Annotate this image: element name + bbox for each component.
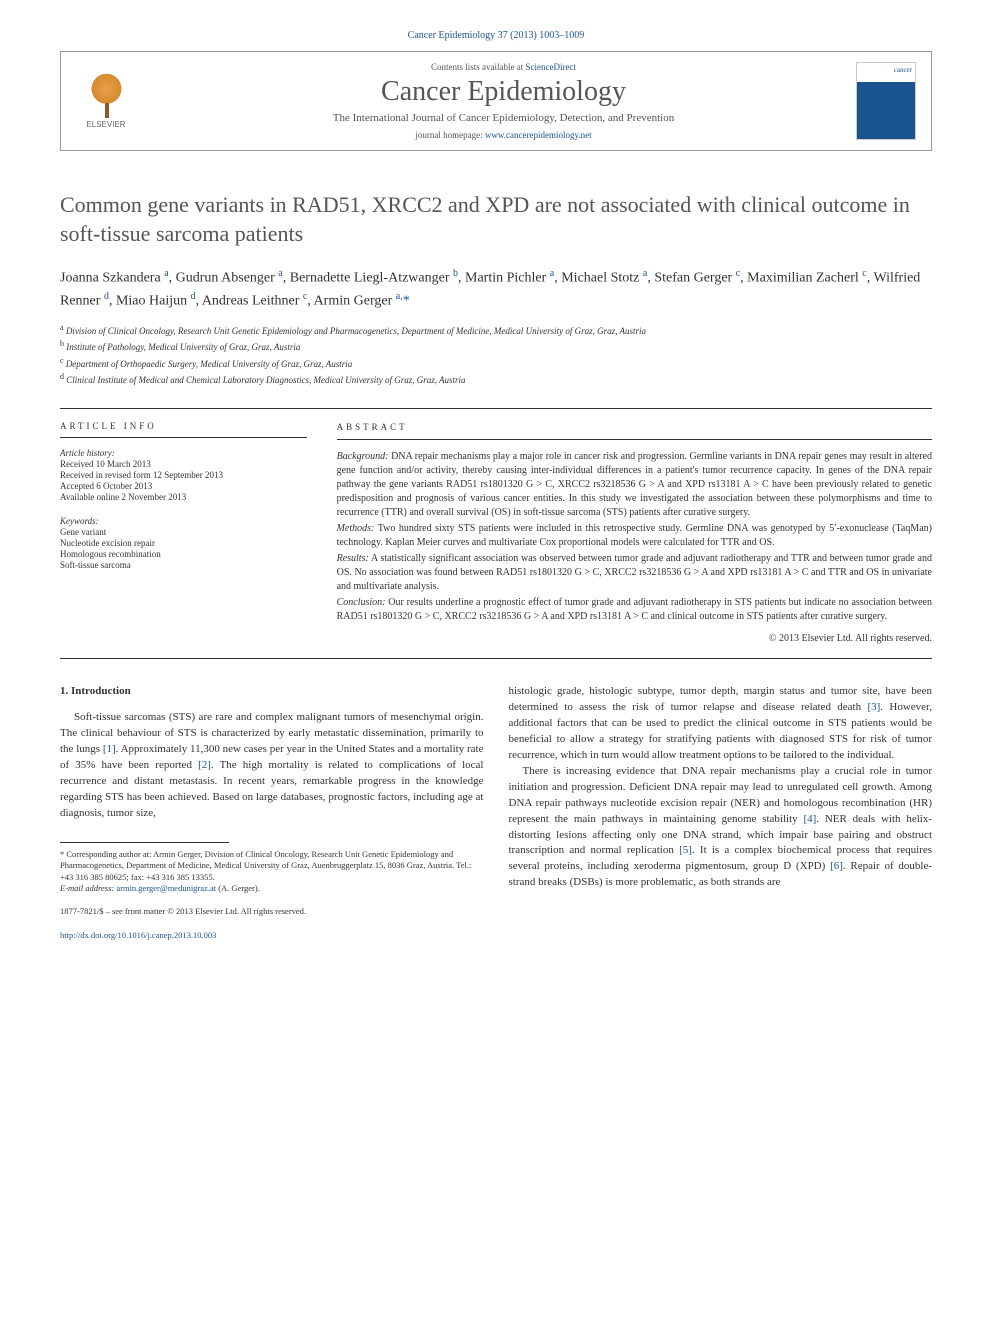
doi-link[interactable]: http://dx.doi.org/10.1016/j.canep.2013.1… xyxy=(60,930,216,940)
keyword-line: Gene variant xyxy=(60,527,307,537)
history-line: Accepted 6 October 2013 xyxy=(60,481,307,491)
header-citation: Cancer Epidemiology 37 (2013) 1003–1009 xyxy=(60,30,932,41)
email-link[interactable]: armin.gerger@medunigraz.at xyxy=(116,883,216,893)
history-line: Available online 2 November 2013 xyxy=(60,492,307,502)
methods-label: Methods: xyxy=(337,523,375,534)
contents-line: Contents lists available at ScienceDirec… xyxy=(151,62,856,72)
abstract-column: ABSTRACT Background: DNA repair mechanis… xyxy=(322,409,932,659)
doi-line: http://dx.doi.org/10.1016/j.canep.2013.1… xyxy=(60,930,484,941)
homepage-prefix: journal homepage: xyxy=(415,130,484,140)
author-list: Joanna Szkandera a, Gudrun Absenger a, B… xyxy=(60,266,932,311)
article-history-label: Article history: xyxy=(60,448,307,458)
intro-paragraph-1-cont: histologic grade, histologic subtype, tu… xyxy=(509,684,933,764)
abstract-results: Results: A statistically significant ass… xyxy=(337,552,932,594)
intro-paragraph-2: There is increasing evidence that DNA re… xyxy=(509,764,933,892)
affiliation-line: b Institute of Pathology, Medical Univer… xyxy=(60,338,932,355)
history-line: Received in revised form 12 September 20… xyxy=(60,470,307,480)
section-1-heading: 1. Introduction xyxy=(60,684,484,700)
elsevier-logo: ELSEVIER xyxy=(76,71,136,131)
contents-prefix: Contents lists available at xyxy=(431,62,525,72)
email-suffix: (A. Gerger). xyxy=(216,883,260,893)
article-title: Common gene variants in RAD51, XRCC2 and… xyxy=(60,191,932,248)
keywords-label: Keywords: xyxy=(60,516,307,526)
email-footnote: E-mail address: armin.gerger@medunigraz.… xyxy=(60,883,484,894)
methods-text: Two hundred sixty STS patients were incl… xyxy=(337,523,932,548)
affiliation-line: d Clinical Institute of Medical and Chem… xyxy=(60,371,932,388)
sciencedirect-link[interactable]: ScienceDirect xyxy=(526,62,576,72)
intro-paragraph-1: Soft-tissue sarcomas (STS) are rare and … xyxy=(60,710,484,822)
journal-center: Contents lists available at ScienceDirec… xyxy=(151,62,856,140)
keyword-line: Soft-tissue sarcoma xyxy=(60,560,307,570)
info-abstract-row: ARTICLE INFO Article history: Received 1… xyxy=(60,408,932,660)
footnote-separator xyxy=(60,842,229,843)
keyword-line: Nucleotide excision repair xyxy=(60,538,307,548)
abstract-copyright: © 2013 Elsevier Ltd. All rights reserved… xyxy=(337,632,932,646)
ref-link-3[interactable]: [3] xyxy=(867,701,880,713)
body-columns: 1. Introduction Soft-tissue sarcomas (ST… xyxy=(60,684,932,941)
abstract-background: Background: DNA repair mechanisms play a… xyxy=(337,450,932,520)
ref-link-1[interactable]: [1] xyxy=(103,743,116,755)
ref-link-2[interactable]: [2] xyxy=(198,759,211,771)
journal-name: Cancer Epidemiology xyxy=(151,76,856,108)
article-info-column: ARTICLE INFO Article history: Received 1… xyxy=(60,409,322,659)
article-info-heading: ARTICLE INFO xyxy=(60,421,307,438)
journal-header-box: ELSEVIER Contents lists available at Sci… xyxy=(60,51,932,151)
background-label: Background: xyxy=(337,451,389,462)
elsevier-tree-icon xyxy=(84,73,129,118)
abstract-methods: Methods: Two hundred sixty STS patients … xyxy=(337,522,932,550)
body-column-left: 1. Introduction Soft-tissue sarcomas (ST… xyxy=(60,684,484,941)
results-label: Results: xyxy=(337,553,369,564)
results-text: A statistically significant association … xyxy=(337,553,932,592)
journal-subtitle: The International Journal of Cancer Epid… xyxy=(151,112,856,124)
affiliation-line: a Division of Clinical Oncology, Researc… xyxy=(60,322,932,339)
elsevier-label: ELSEVIER xyxy=(86,120,125,129)
body-column-right: histologic grade, histologic subtype, tu… xyxy=(509,684,933,941)
journal-cover-thumbnail xyxy=(856,62,916,140)
email-label: E-mail address: xyxy=(60,883,116,893)
history-line: Received 10 March 2013 xyxy=(60,459,307,469)
ref-link-6[interactable]: [6] xyxy=(830,860,843,872)
corresponding-author-footnote: * Corresponding author at: Armin Gerger,… xyxy=(60,849,484,883)
homepage-link[interactable]: www.cancerepidemiology.net xyxy=(485,130,592,140)
issn-line: 1877-7821/$ – see front matter © 2013 El… xyxy=(60,906,484,917)
abstract-conclusion: Conclusion: Our results underline a prog… xyxy=(337,596,932,624)
abstract-heading: ABSTRACT xyxy=(337,421,932,441)
ref-link-5[interactable]: [5] xyxy=(679,844,692,856)
conclusion-label: Conclusion: xyxy=(337,597,386,608)
journal-homepage: journal homepage: www.cancerepidemiology… xyxy=(151,130,856,140)
keyword-line: Homologous recombination xyxy=(60,549,307,559)
conclusion-text: Our results underline a prognostic effec… xyxy=(337,597,932,622)
affiliation-line: c Department of Orthopaedic Surgery, Med… xyxy=(60,355,932,372)
background-text: DNA repair mechanisms play a major role … xyxy=(337,451,932,518)
affiliations: a Division of Clinical Oncology, Researc… xyxy=(60,322,932,388)
ref-link-4[interactable]: [4] xyxy=(803,813,816,825)
